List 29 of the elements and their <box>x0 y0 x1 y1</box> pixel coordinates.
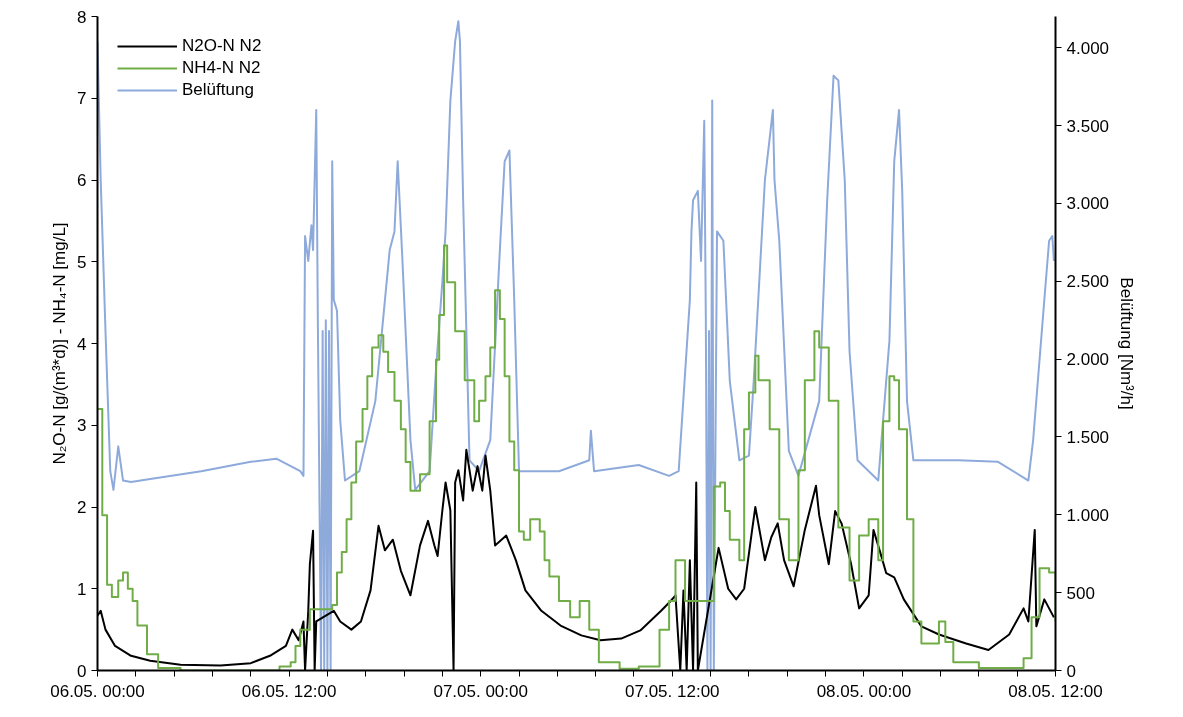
x-tick-label: 08.05. 12:00 <box>1008 681 1103 701</box>
y2-tick-label: 3.500 <box>1066 116 1110 136</box>
y2-tick-label: 1.000 <box>1066 505 1110 525</box>
legend-label: Belüftung <box>182 80 254 100</box>
y2-tick-label: 1.500 <box>1066 427 1110 447</box>
x-tick-label: 06.05. 12:00 <box>241 681 337 701</box>
x-tick-label: 07.05. 00:00 <box>433 681 528 701</box>
y2-tick-label: 3.000 <box>1066 194 1110 214</box>
legend-label: N2O-N N2 <box>182 36 262 56</box>
y-tick-label: 5 <box>77 252 87 272</box>
x-tick-label: 07.05. 12:00 <box>625 681 720 701</box>
y-axis-title: N₂O-N [g/(m³*d)] - NH₄-N [mg/L] <box>50 222 70 465</box>
y2-tick-label: 2.000 <box>1066 350 1110 370</box>
y-tick-label: 3 <box>77 416 87 436</box>
y-tick-label: 7 <box>77 89 87 109</box>
y-tick-label: 4 <box>77 334 87 354</box>
y-tick-label: 8 <box>77 7 87 27</box>
legend-label: NH4-N N2 <box>182 58 261 78</box>
y2-tick-label: 2.500 <box>1066 272 1110 292</box>
y-tick-label: 6 <box>77 171 87 190</box>
y2-tick-label: 500 <box>1066 583 1095 603</box>
y2-axis-title: Belüftung [Nm³/h] <box>1117 277 1137 410</box>
y-tick-label: 1 <box>77 579 87 599</box>
y-tick-label: 0 <box>77 661 87 681</box>
x-tick-label: 06.05. 00:00 <box>50 681 145 701</box>
y-tick-label: 2 <box>77 498 87 517</box>
x-tick-label: 08.05. 00:00 <box>816 681 912 701</box>
y2-tick-label: 0 <box>1066 661 1076 681</box>
y2-tick-label: 4.000 <box>1066 38 1110 58</box>
